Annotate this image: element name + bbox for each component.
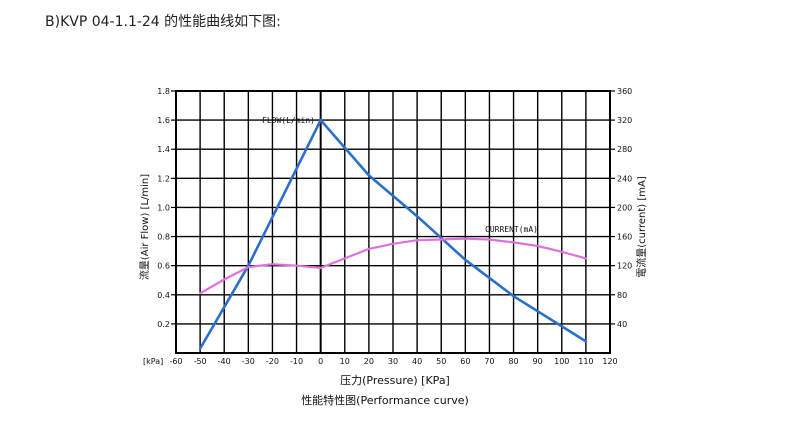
y2-tick-label: 80 [617,291,627,300]
y2-tick-label: 360 [617,87,632,96]
x-tick-label: 10 [340,357,350,366]
x-tick-label: -50 [194,357,207,366]
current-series-line [199,237,588,295]
x-tick-label: 100 [554,357,569,366]
x-tick-label: -60 [169,357,182,366]
x-tick-label: 50 [436,357,446,366]
y-tick-label: 1.2 [157,174,170,183]
grid [175,90,611,353]
x-tick-label: 20 [364,357,374,366]
y-tick-label: 0.4 [157,291,170,300]
tick-labels: 0.20.40.60.81.01.21.41.61.84080120160200… [157,87,632,366]
y2-tick-label: 320 [617,116,632,125]
flow-annotation: FLOW(L/min) [262,116,315,125]
y2-tick-label: 120 [617,262,632,271]
x-tick-label: 40 [412,357,422,366]
flow-series-line [198,118,588,350]
y-axis-title: 流量(Air Flow) [L/min] [138,174,151,280]
chart-title: 性能特性图(Performance curve) [301,393,469,407]
y2-tick-label: 200 [617,203,632,212]
y-tick-label: 0.2 [157,320,170,329]
y-tick-label: 1.0 [157,203,170,212]
series-lines [198,118,588,350]
x-tick-label: 110 [578,357,593,366]
x-unit-label: [kPa] [143,357,163,366]
y-tick-label: 1.8 [157,87,170,96]
y2-tick-label: 160 [617,233,632,242]
y-tick-label: 0.8 [157,233,170,242]
x-tick-label: -20 [266,357,279,366]
x-tick-label: -10 [290,357,303,366]
y2-tick-label: 40 [617,320,627,329]
current-annotation: CURRENT(mA) [485,225,538,234]
x-tick-label: 70 [484,357,494,366]
y2-axis-title: 電流量(current) [mA] [635,176,648,278]
page-heading: B)KVP 04-1.1-24 的性能曲线如下图: [45,14,281,30]
plot-frame [175,90,611,354]
x-tick-label: 90 [533,357,543,366]
x-tick-label: 80 [508,357,518,366]
x-tick-label: 0 [318,357,323,366]
x-axis-title: 压力(Pressure) [KPa] [340,374,450,387]
x-tick-label: 60 [460,357,470,366]
axes [171,90,615,354]
x-tick-label: 30 [388,357,398,366]
x-tick-label: -30 [242,357,255,366]
y2-tick-label: 240 [617,174,632,183]
y2-tick-label: 280 [617,145,632,154]
y-tick-label: 0.6 [157,262,170,271]
y-tick-label: 1.6 [157,116,170,125]
x-tick-label: 120 [602,357,617,366]
y-tick-label: 1.4 [157,145,170,154]
x-tick-label: -40 [218,357,231,366]
